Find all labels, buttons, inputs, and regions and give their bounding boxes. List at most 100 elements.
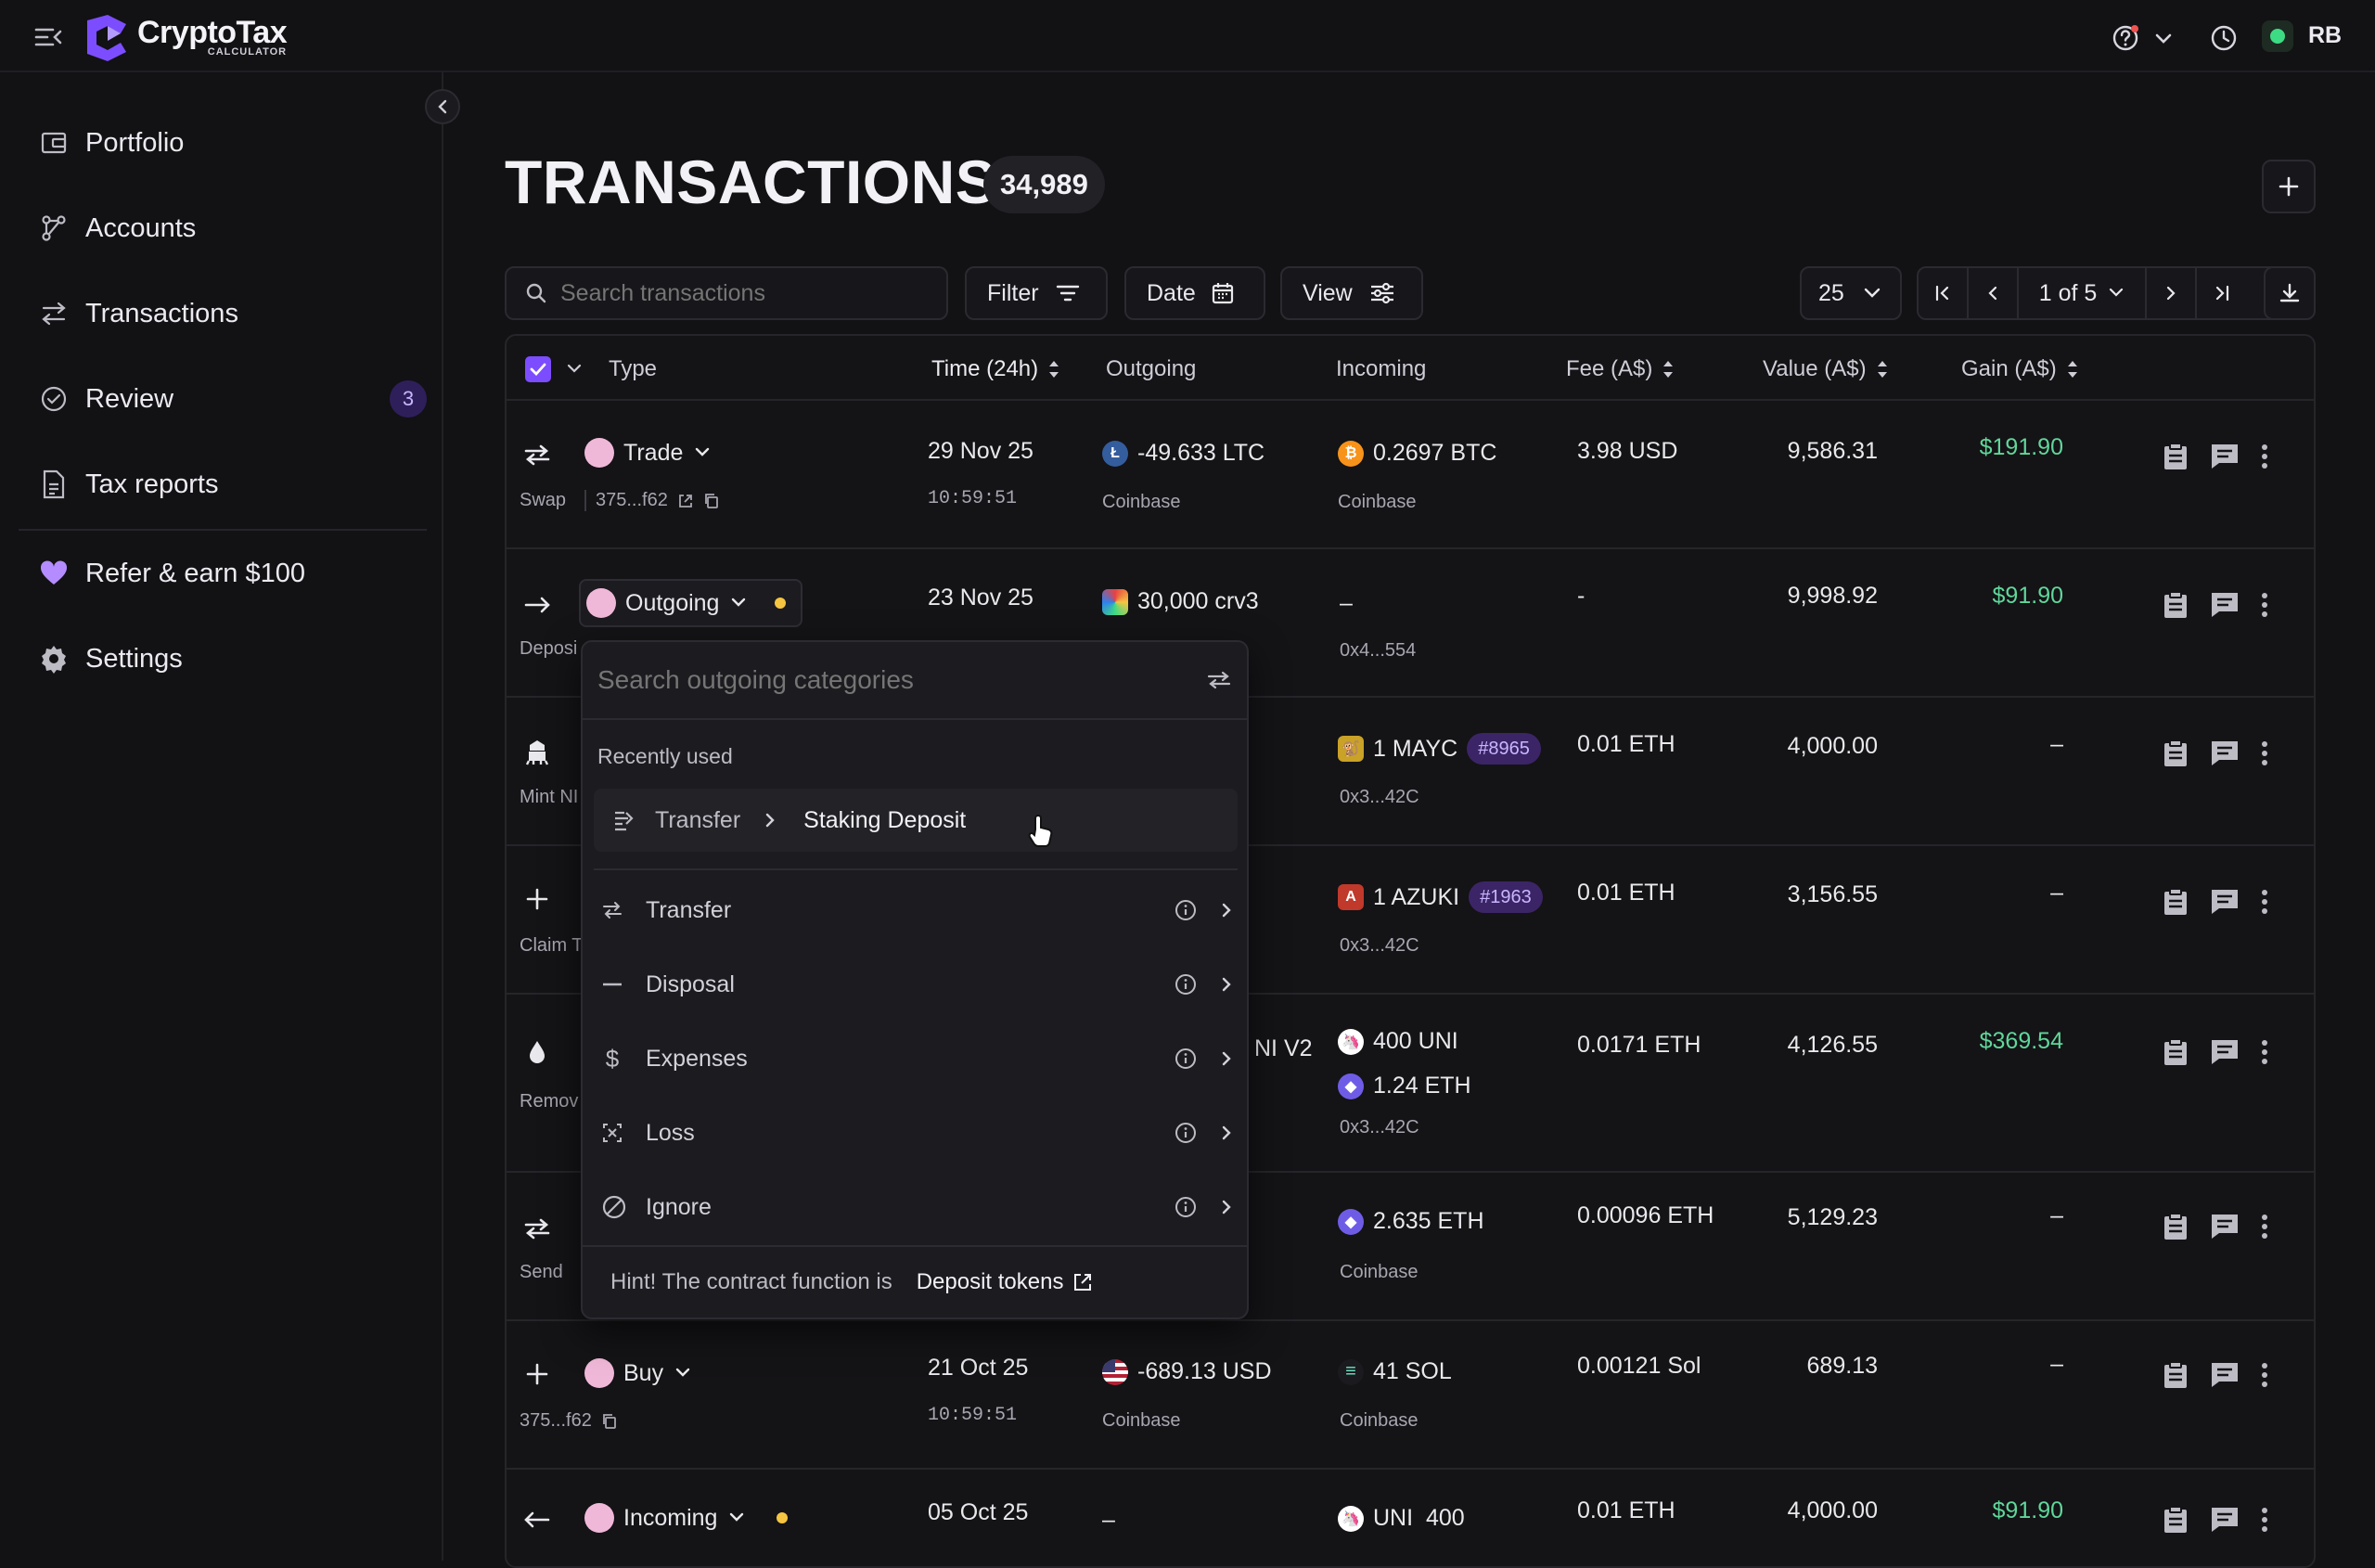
- sidebar-item-portfolio[interactable]: Portfolio: [37, 117, 184, 169]
- comment-icon[interactable]: [2210, 443, 2240, 470]
- info-icon[interactable]: [1175, 973, 1197, 996]
- clipboard-icon[interactable]: [2162, 739, 2189, 768]
- eth-coin-icon: ◆: [1338, 1208, 1364, 1235]
- user-avatar[interactable]: RB: [2308, 22, 2343, 48]
- last-page-button[interactable]: [2197, 268, 2247, 318]
- download-icon: [2279, 283, 2300, 302]
- fee-value: 0.01 ETH: [1577, 1497, 1675, 1523]
- clipboard-icon[interactable]: [2162, 1212, 2189, 1241]
- view-button[interactable]: View: [1280, 266, 1423, 320]
- sidebar-item-settings[interactable]: Settings: [37, 633, 183, 685]
- category-item-ignore[interactable]: Ignore: [601, 1176, 1232, 1238]
- table-row[interactable]: Claim T A 1 AZUKI #1963 0x3...42C 0.01 E…: [507, 846, 2314, 995]
- filter-button[interactable]: Filter: [965, 266, 1108, 320]
- table-row[interactable]: Trade Swap 375...f62 29 Nov 25 10:59:51 …: [507, 401, 2314, 549]
- help-chevron-down-icon[interactable]: [2152, 28, 2175, 50]
- collapse-sidebar-button[interactable]: [425, 89, 460, 124]
- more-vertical-icon[interactable]: [2260, 1361, 2269, 1389]
- search-input[interactable]: [560, 279, 931, 307]
- prev-page-button[interactable]: [1969, 268, 2019, 318]
- header-fee[interactable]: Fee (A$): [1566, 356, 1675, 382]
- info-icon[interactable]: [1175, 1047, 1197, 1070]
- comment-icon[interactable]: [2210, 1038, 2240, 1066]
- help-icon[interactable]: [2110, 22, 2141, 54]
- azuki-nft-icon: A: [1338, 884, 1364, 910]
- swap-direction-icon[interactable]: [1206, 670, 1232, 690]
- tx-hash[interactable]: 375...f62: [584, 490, 720, 511]
- info-icon[interactable]: [1175, 1122, 1197, 1144]
- table-row[interactable]: Mint NI H 🐒 1 MAYC #8965 0x3...42C 0.01 …: [507, 698, 2314, 846]
- tx-hash[interactable]: 375...f62: [520, 1410, 618, 1432]
- more-vertical-icon[interactable]: [2260, 1038, 2269, 1066]
- category-item-loss[interactable]: Loss: [601, 1102, 1232, 1163]
- comment-icon[interactable]: [2210, 591, 2240, 619]
- select-menu-chevron-icon[interactable]: [566, 364, 583, 375]
- type-selector[interactable]: Trade: [584, 438, 711, 468]
- more-vertical-icon[interactable]: [2260, 1213, 2269, 1240]
- clipboard-icon[interactable]: [2162, 1360, 2189, 1390]
- sidebar-item-tax-reports[interactable]: Tax reports: [37, 458, 218, 510]
- more-vertical-icon[interactable]: [2260, 443, 2269, 470]
- export-button[interactable]: [2264, 266, 2316, 320]
- clipboard-icon[interactable]: [2162, 442, 2189, 471]
- select-all-checkbox[interactable]: [525, 356, 551, 382]
- sidebar-item-review[interactable]: Review 3: [37, 373, 427, 425]
- hint-link[interactable]: Deposit tokens: [917, 1269, 1094, 1295]
- recent-parent-label: Transfer: [655, 806, 741, 833]
- first-page-icon: [1935, 285, 1949, 302]
- category-item-expenses[interactable]: $ Expenses: [601, 1028, 1232, 1089]
- category-item-disposal[interactable]: Disposal: [601, 954, 1232, 1015]
- copy-icon[interactable]: [601, 1413, 618, 1430]
- sidebar-item-transactions[interactable]: Transactions: [37, 288, 238, 340]
- copy-icon[interactable]: [703, 493, 720, 509]
- top-bar: CryptoTax CALCULATOR RB: [0, 0, 2375, 72]
- info-icon[interactable]: [1175, 899, 1197, 921]
- menu-collapse-icon[interactable]: [33, 22, 63, 52]
- category-search[interactable]: [583, 642, 1247, 720]
- recent-item-staking-deposit[interactable]: Transfer Staking Deposit: [594, 789, 1238, 852]
- table-row[interactable]: Send H ◆ 2.635 ETH Coinbase 0.00096 ETH …: [507, 1173, 2314, 1321]
- type-selector-active[interactable]: Outgoing: [579, 579, 803, 627]
- more-vertical-icon[interactable]: [2260, 591, 2269, 619]
- fee-value: 0.0171 ETH: [1577, 1032, 1701, 1058]
- page-size-select[interactable]: 25: [1800, 266, 1902, 320]
- more-vertical-icon[interactable]: [2260, 739, 2269, 767]
- table-row[interactable]: Incoming 05 Oct 25 – 🦄 UNI 400 0.01 ETH …: [507, 1470, 2314, 1566]
- comment-icon[interactable]: [2210, 739, 2240, 767]
- more-vertical-icon[interactable]: [2260, 1506, 2269, 1534]
- category-search-input[interactable]: [597, 665, 1206, 695]
- table-row[interactable]: Buy 375...f62 21 Oct 25 10:59:51 -689.13…: [507, 1321, 2314, 1470]
- table-row[interactable]: Outgoing Deposi 23 Nov 25 30,000 crv3 – …: [507, 549, 2314, 698]
- add-transaction-button[interactable]: [2262, 160, 2316, 213]
- first-page-button[interactable]: [1919, 268, 1969, 318]
- page-select[interactable]: 1 of 5: [2019, 268, 2147, 318]
- external-link-icon[interactable]: [677, 493, 694, 509]
- sidebar-item-accounts[interactable]: Accounts: [37, 202, 196, 254]
- header-value[interactable]: Value (A$): [1763, 356, 1889, 382]
- outgoing-amount: –: [1102, 1507, 1115, 1533]
- type-selector[interactable]: Buy: [584, 1358, 691, 1388]
- sidebar-item-refer[interactable]: Refer & earn $100: [37, 547, 305, 599]
- comment-icon[interactable]: [2210, 1506, 2240, 1534]
- header-time[interactable]: Time (24h): [931, 356, 1060, 382]
- table-row[interactable]: Remov NI V2 🦄 400 UNI ◆ 1.24 ETH 0x3...4…: [507, 995, 2314, 1173]
- info-icon[interactable]: [1175, 1196, 1197, 1218]
- more-vertical-icon[interactable]: [2260, 888, 2269, 916]
- sync-status-indicator[interactable]: [2262, 20, 2293, 52]
- search-icon: [526, 283, 546, 303]
- clipboard-icon[interactable]: [2162, 1505, 2189, 1535]
- header-gain[interactable]: Gain (A$): [1961, 356, 2079, 382]
- date-button[interactable]: Date: [1124, 266, 1265, 320]
- clipboard-icon[interactable]: [2162, 1037, 2189, 1067]
- next-page-button[interactable]: [2147, 268, 2197, 318]
- comment-icon[interactable]: [2210, 888, 2240, 916]
- history-clock-icon[interactable]: [2208, 22, 2240, 54]
- comment-icon[interactable]: [2210, 1213, 2240, 1240]
- comment-icon[interactable]: [2210, 1361, 2240, 1389]
- search-box[interactable]: [505, 266, 948, 320]
- app-logo[interactable]: CryptoTax CALCULATOR: [80, 11, 288, 63]
- clipboard-icon[interactable]: [2162, 887, 2189, 917]
- type-selector[interactable]: Incoming: [584, 1503, 789, 1533]
- clipboard-icon[interactable]: [2162, 590, 2189, 620]
- category-item-transfer[interactable]: Transfer: [601, 880, 1232, 941]
